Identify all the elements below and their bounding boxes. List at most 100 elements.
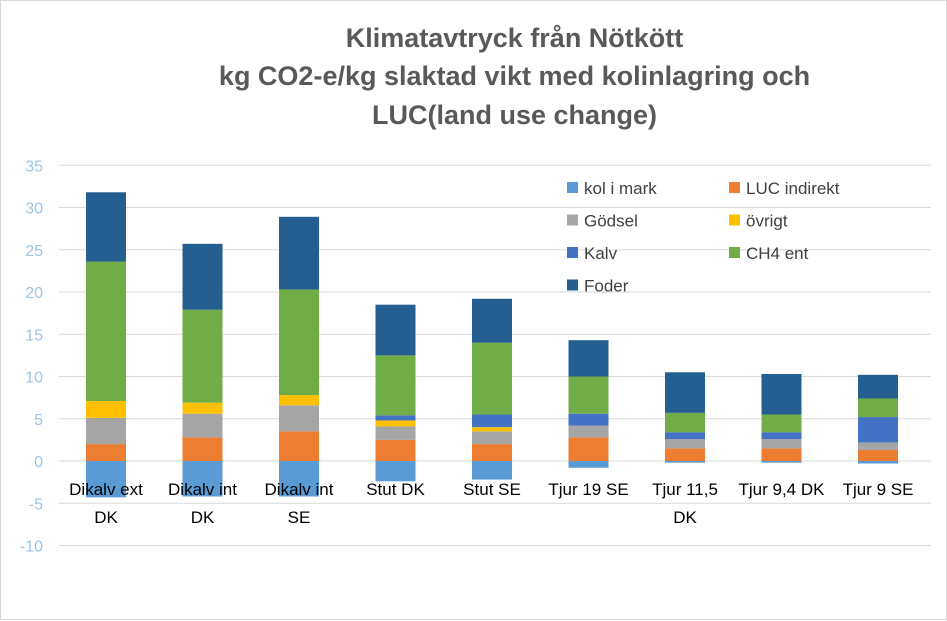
bar-segment-luc-indirekt [472,444,512,461]
bar-segment-foder [472,298,512,343]
bar-segment-ch4-ent [665,412,705,433]
bar-segment-foder [279,216,319,290]
bar-segment-luc-indirekt [375,439,416,461]
y-tick-label: 15 [25,327,43,344]
bar-segment-kalv [665,432,705,440]
bar-segment-foder [665,372,705,413]
legend-label: Gödsel [584,212,638,231]
bar-segment-kol-i-mark [279,461,319,497]
x-category-label: Tjur 9 SE [843,480,914,499]
bar-segment-ch4-ent [761,414,802,433]
bar-segment-foder [858,374,898,399]
y-tick-label: 0 [34,454,43,471]
chart-title-line-3: LUC(land use change) [371,100,658,130]
bar-segment-kol-i-mark [182,461,223,497]
bar-segment-övrigt [375,420,416,427]
x-category-label: SE [288,508,311,527]
bar-segment-kalv [568,413,609,426]
y-tick-label: 10 [25,370,43,387]
y-tick-label: 35 [25,158,43,175]
y-tick-label: -5 [29,496,43,513]
x-category-label: Dikalv int [168,480,237,499]
bar-segment-gödsel [858,442,898,451]
legend-label: Kalv [584,244,618,263]
bar-segment-foder [86,192,126,262]
bar-segment-ch4-ent [182,309,223,403]
x-category-label: Stut DK [366,480,425,499]
bar-segment-ch4-ent [86,261,126,402]
bar-segment-gödsel [761,439,802,449]
chart-title-line-2: kg CO2-e/kg slaktad vikt med kolinlagrin… [218,61,811,91]
x-category-label: Tjur 9,4 DK [739,480,826,499]
bar-segment-ch4-ent [375,355,416,416]
y-tick-label: 5 [34,412,43,429]
bar-segment-foder [761,373,802,415]
bar-segment-luc-indirekt [761,448,802,461]
bar-segment-luc-indirekt [279,431,319,461]
bars [86,192,898,498]
bar-segment-luc-indirekt [665,448,705,461]
bar-segment-övrigt [86,401,126,418]
bar-segment-luc-indirekt [182,437,223,461]
y-tick-label: 25 [25,243,43,260]
bar-segment-gödsel [182,413,223,438]
bar-segment-gödsel [279,405,319,432]
legend-swatch [567,279,578,291]
y-tick-label: 30 [25,201,43,218]
legend-swatch [567,182,578,193]
bar-segment-ch4-ent [568,376,609,414]
legend-swatch [567,247,578,258]
bar-segment-kol-i-mark [86,461,126,498]
legend-label: kol i mark [584,179,657,198]
bar-segment-foder [182,243,223,310]
bar-segment-gödsel [86,417,126,445]
bar-segment-ch4-ent [279,289,319,396]
bar-segment-kol-i-mark [665,461,705,463]
bar-segment-luc-indirekt [568,437,609,461]
bar-segment-ch4-ent [858,398,898,418]
legend: kol i mark LUC indirekt Gödsel övrigt Kalv CH… [567,179,840,296]
legend-label: Foder [584,277,629,296]
bar-segment-kalv [761,432,802,440]
x-category-label: DK [673,508,697,527]
legend-label: CH4 ent [746,244,809,263]
legend-swatch [567,214,578,226]
x-category-label: Dikalv ext [69,480,143,499]
bar-segment-övrigt [182,402,223,414]
x-category-label: Stut SE [463,480,521,499]
bar-segment-gödsel [568,425,609,438]
axis-labels: -10 -5 0 5 10 15 20 25 30 35 Dikalv ext DK Dikalv in… [20,158,914,555]
bar-segment-kalv [472,414,512,428]
bar-segment-foder [568,340,609,377]
legend-label: LUC indirekt [746,179,840,198]
bar-segment-kol-i-mark [472,461,512,480]
bar-segment-kalv [375,415,416,421]
legend-swatch [729,182,740,193]
bar-segment-kol-i-mark [568,461,609,468]
bar-segment-övrigt [472,427,512,432]
x-category-label: Tjur 19 SE [548,480,628,499]
chart-title-line-1: Klimatavtryck från Nötkött [345,23,684,53]
x-category-label: DK [191,508,215,527]
bar-segment-kol-i-mark [761,461,802,463]
bar-segment-foder [375,304,416,356]
bar-segment-ch4-ent [472,342,512,415]
legend-swatch [729,214,740,226]
bar-segment-kol-i-mark [858,461,898,464]
bar-segment-gödsel [472,431,512,445]
legend-label: övrigt [746,212,788,231]
x-category-label: Tjur 11,5 [652,480,718,499]
bar-segment-luc-indirekt [858,450,898,461]
bar-segment-luc-indirekt [86,444,126,461]
bar-segment-övrigt [279,395,319,406]
y-tick-label: 20 [25,285,43,302]
y-tick-label: -10 [20,539,43,556]
bar-segment-gödsel [665,439,705,449]
x-category-label: DK [94,508,118,527]
legend-swatch [729,247,740,258]
x-category-label: Dikalv int [265,480,334,499]
bar-segment-gödsel [375,426,416,440]
bar-segment-kalv [858,417,898,443]
